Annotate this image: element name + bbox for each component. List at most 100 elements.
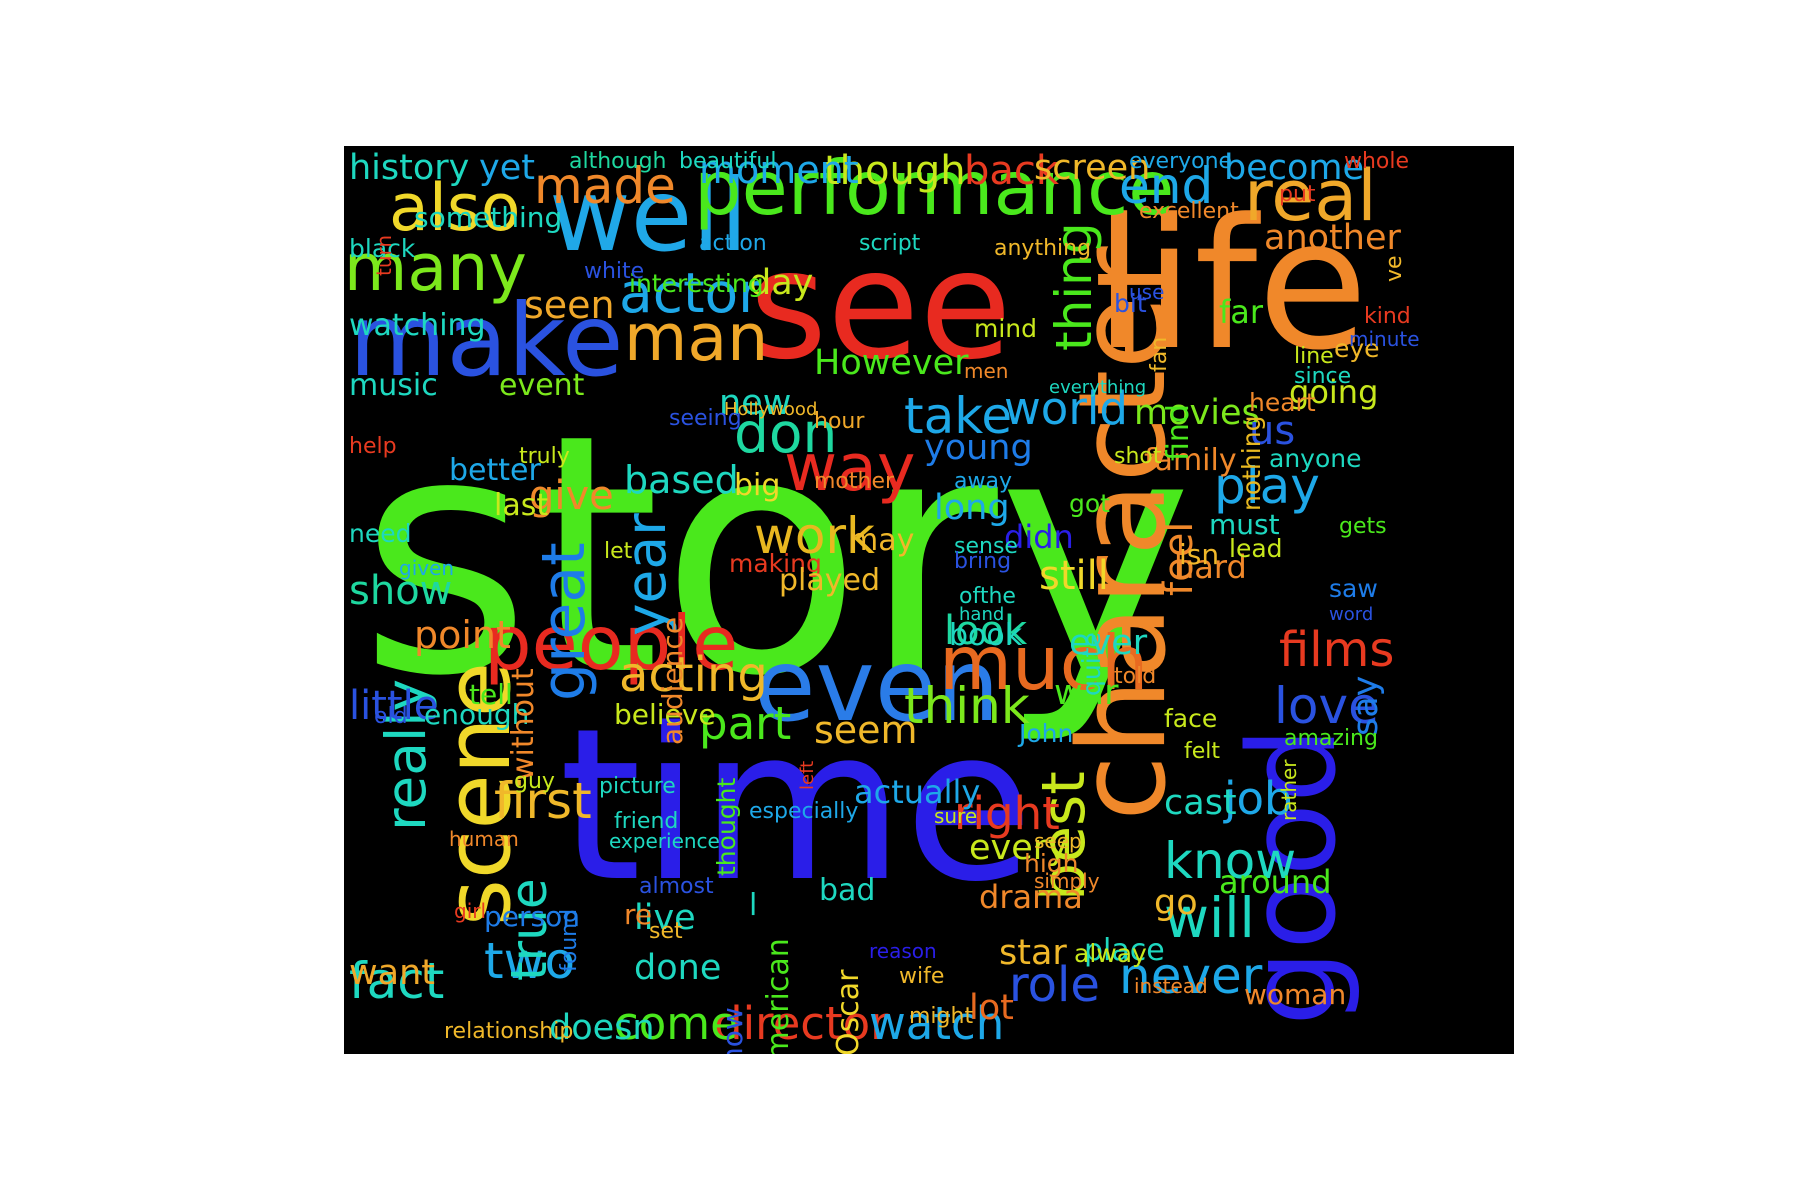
cloud-word-found: found bbox=[557, 908, 582, 972]
cloud-word-girl: girl bbox=[454, 899, 487, 923]
cloud-word-sure: sure bbox=[934, 804, 978, 828]
cloud-word-guy: guy bbox=[514, 769, 555, 794]
cloud-word-woman: woman bbox=[1244, 978, 1347, 1011]
cloud-word-hard: hard bbox=[1174, 548, 1247, 586]
cloud-word-rather: rather bbox=[1277, 759, 1301, 821]
cloud-word-life: life bbox=[1094, 181, 1369, 390]
cloud-word-screen: screen bbox=[1034, 148, 1151, 188]
cloud-word-must: must bbox=[1209, 508, 1280, 541]
cloud-word-got: got bbox=[1069, 489, 1110, 518]
cloud-word-bad: bad bbox=[819, 873, 876, 908]
cloud-word-didn: didn bbox=[1004, 518, 1074, 556]
cloud-word-doesn: doesn bbox=[549, 1008, 655, 1048]
cloud-word-truly: truly bbox=[519, 444, 570, 469]
cloud-word-family: family bbox=[1144, 443, 1237, 478]
cloud-word-may: may bbox=[849, 523, 915, 558]
cloud-word-new: new bbox=[719, 383, 792, 423]
cloud-word-something: something bbox=[414, 201, 563, 234]
cloud-word-much: much bbox=[939, 619, 1149, 707]
cloud-word-especially: especially bbox=[749, 799, 859, 824]
word-cloud: story see life time make well performance even c… bbox=[344, 146, 1514, 1054]
cloud-word-whole: whole bbox=[1344, 149, 1410, 174]
cloud-word-find: find bbox=[1161, 404, 1196, 461]
cloud-word-great: great bbox=[529, 542, 599, 701]
cloud-word-seep: seep bbox=[1034, 829, 1082, 853]
cloud-word-director: director bbox=[714, 997, 889, 1050]
cloud-word-told: told bbox=[1114, 664, 1157, 689]
cloud-word-people: people bbox=[484, 599, 739, 687]
cloud-word-done: done bbox=[634, 948, 722, 988]
cloud-word-excellent: excellent bbox=[1139, 199, 1239, 224]
cloud-word-role: role bbox=[1009, 957, 1100, 1013]
cloud-word-experience: experience bbox=[609, 829, 720, 853]
cloud-word-oscar: Oscar bbox=[831, 969, 866, 1054]
cloud-word-tell: tell bbox=[469, 678, 513, 711]
cloud-word-job: job bbox=[1224, 772, 1293, 825]
cloud-word-never: never bbox=[1119, 947, 1263, 1005]
cloud-word-music: music bbox=[349, 368, 438, 403]
cloud-word-even: even bbox=[754, 627, 1000, 744]
cloud-word-without: without bbox=[506, 668, 541, 781]
cloud-word-end: end bbox=[1119, 157, 1214, 215]
cloud-word-help: help bbox=[349, 434, 397, 459]
cloud-word-fact: fact bbox=[349, 952, 445, 1010]
cloud-word-way: way bbox=[784, 431, 916, 506]
cloud-word-black: black bbox=[349, 234, 416, 263]
cloud-word-men: men bbox=[964, 359, 1009, 383]
cloud-word-mind: mind bbox=[974, 314, 1038, 343]
cloud-word-will: will bbox=[1164, 886, 1255, 950]
cloud-word-quite: quite bbox=[1077, 632, 1106, 696]
cloud-word-now: now bbox=[716, 1007, 749, 1054]
cloud-word-yet: yet bbox=[479, 148, 535, 188]
cloud-word-come: come bbox=[614, 997, 738, 1050]
cloud-word-go: go bbox=[1154, 883, 1198, 923]
cloud-word-gets: gets bbox=[1339, 514, 1387, 539]
cloud-word-made: made bbox=[534, 157, 676, 215]
cloud-word-though: though bbox=[824, 148, 966, 194]
cloud-word-felt: felt bbox=[1184, 739, 1221, 764]
cloud-word-ever: ever bbox=[1069, 623, 1148, 663]
cloud-word-might: might bbox=[909, 1004, 974, 1029]
cloud-word-saw: saw bbox=[1329, 574, 1378, 603]
cloud-word-put: put bbox=[1279, 182, 1316, 207]
cloud-word-beautiful: beautiful bbox=[679, 149, 777, 174]
cloud-word-everyone: everyone bbox=[1129, 149, 1233, 174]
cloud-word-reason: reason bbox=[869, 939, 937, 963]
cloud-word-anyone: anyone bbox=[1269, 444, 1362, 473]
cloud-word-point: point bbox=[414, 613, 511, 657]
cloud-word-white: white bbox=[584, 259, 645, 284]
cloud-word-seem: seem bbox=[814, 708, 918, 752]
cloud-word-making: making bbox=[729, 549, 822, 578]
cloud-word-face: face bbox=[1164, 704, 1218, 733]
cloud-word-high: high bbox=[1024, 849, 1079, 878]
cloud-word-sense: sense bbox=[954, 534, 1018, 559]
cloud-word-minute: minute bbox=[1349, 327, 1420, 351]
cloud-word-take: take bbox=[904, 387, 1013, 445]
cloud-word-know: know bbox=[1164, 832, 1297, 890]
cloud-word-hand: hand bbox=[959, 604, 1005, 625]
cloud-word-shot: shot bbox=[1114, 444, 1162, 469]
cloud-word-drama: drama bbox=[979, 878, 1083, 916]
cloud-word-well: well bbox=[549, 157, 748, 274]
cloud-word-amazing: amazing bbox=[1284, 726, 1378, 751]
cloud-word-based: based bbox=[624, 458, 739, 502]
cloud-word-instead: instead bbox=[1134, 974, 1208, 998]
cloud-word-l: l bbox=[749, 888, 758, 923]
cloud-word-look: look bbox=[944, 608, 1028, 654]
cloud-word-man: man bbox=[624, 301, 769, 376]
cloud-word-played: played bbox=[779, 563, 881, 598]
cloud-word-action: action bbox=[699, 231, 767, 256]
cloud-word-event: event bbox=[499, 368, 585, 403]
cloud-word-away: away bbox=[954, 469, 1012, 494]
cloud-word-play: play bbox=[1214, 457, 1320, 515]
cloud-word-believe: believe bbox=[614, 698, 716, 731]
cloud-word-acting: acting bbox=[619, 647, 768, 703]
cloud-word-far: far bbox=[1219, 293, 1264, 331]
cloud-word-john: John bbox=[1019, 719, 1074, 748]
cloud-word-actor: actor bbox=[619, 261, 761, 325]
cloud-word-american: American bbox=[761, 938, 796, 1054]
cloud-word-war: war bbox=[1054, 673, 1119, 713]
cloud-word-young: young bbox=[924, 428, 1033, 468]
cloud-word-wife: wife bbox=[899, 964, 945, 989]
cloud-word-given: given bbox=[399, 556, 455, 580]
